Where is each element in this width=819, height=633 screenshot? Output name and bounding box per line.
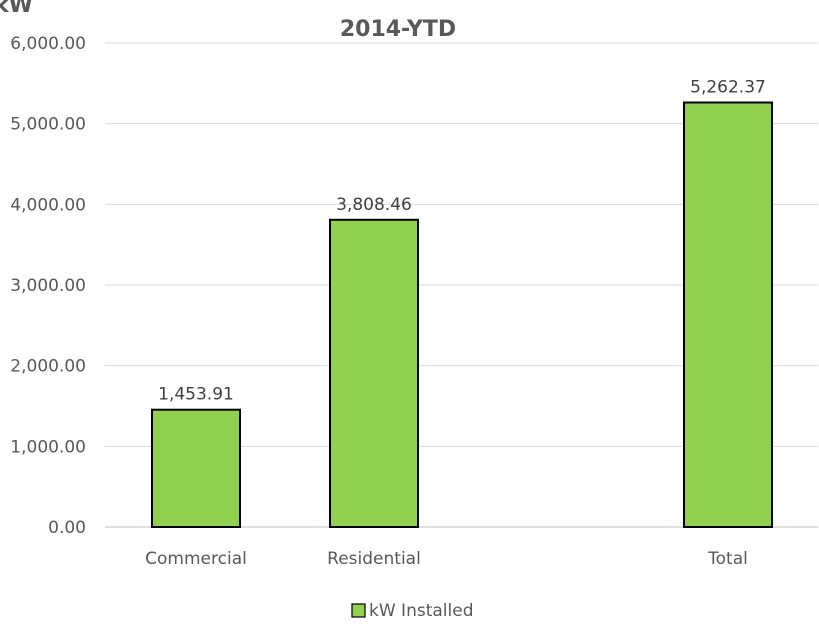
x-axis-ticks: Commercial Residential Total — [145, 549, 748, 569]
y-axis-ticks: 0.00 1,000.00 2,000.00 3,000.00 4,000.00 5,00… — [10, 34, 86, 538]
legend: kW Installed — [351, 601, 473, 621]
bar — [329, 218, 419, 528]
x-tick-label: Residential — [327, 549, 421, 569]
data-label: 1,453.91 — [158, 385, 234, 405]
bar — [683, 101, 773, 528]
y-tick-label: 3,000.00 — [10, 276, 86, 296]
y-tick-label: 5,000.00 — [10, 115, 86, 135]
y-tick-label: 4,000.00 — [10, 195, 86, 215]
data-label: 3,808.46 — [336, 195, 412, 215]
y-tick-label: 0.00 — [48, 518, 86, 538]
legend-label: kW Installed — [369, 601, 473, 621]
data-labels: 1,453.91 3,808.46 5,262.37 — [158, 78, 766, 405]
bar — [151, 408, 241, 528]
y-tick-label: 6,000.00 — [10, 34, 86, 54]
x-tick-label: Total — [707, 549, 748, 569]
y-tick-label: 1,000.00 — [10, 437, 86, 457]
y-tick-label: 2,000.00 — [10, 357, 86, 377]
x-tick-label: Commercial — [145, 549, 247, 569]
bars — [151, 101, 773, 528]
data-label: 5,262.37 — [690, 78, 766, 98]
legend-swatch — [351, 603, 366, 618]
y-axis-label: kW — [0, 0, 33, 18]
chart-title: 2014-YTD — [340, 17, 456, 42]
